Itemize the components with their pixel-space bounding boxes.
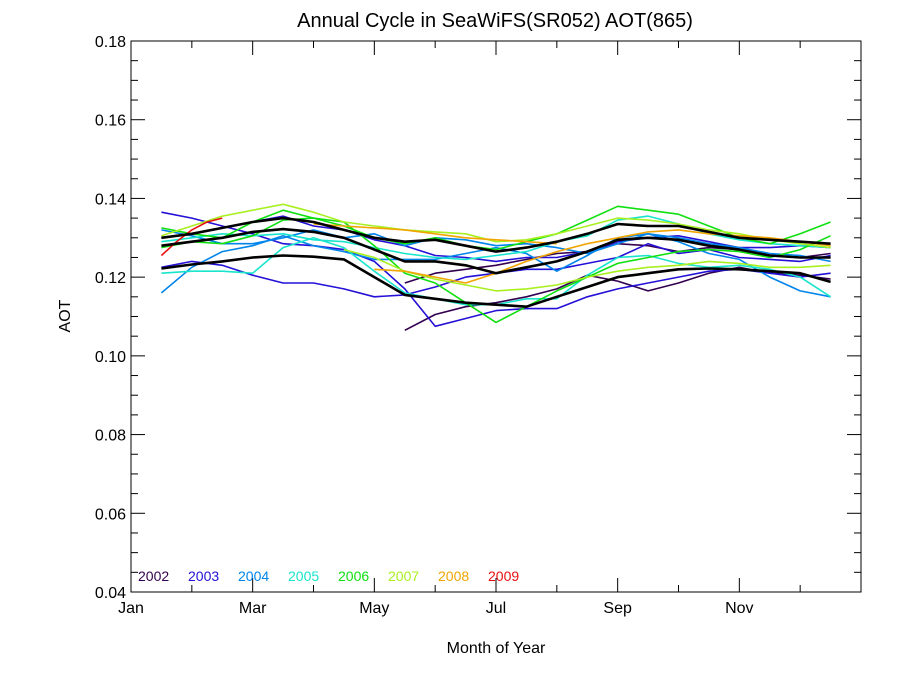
axes: 0.04 0.06 0.08 0.10 0.12 0.14 0.16 0.18 Jan Mar Ma… xyxy=(95,34,861,617)
series-2003-line-3 xyxy=(161,215,831,263)
x-tick-label: Jan xyxy=(118,600,144,617)
legend-item-2005: 2005 xyxy=(288,568,319,584)
x-tick-label: Jul xyxy=(486,600,506,617)
series-2006-line-2 xyxy=(161,205,831,251)
series-2005-line-2 xyxy=(161,215,831,261)
series-2009-line-1 xyxy=(160,217,223,257)
series-2007-line-1 xyxy=(161,203,831,249)
legend-item-2004: 2004 xyxy=(238,568,269,584)
series-2008-line-2 xyxy=(313,223,557,245)
series-mean-line-3 xyxy=(161,216,831,253)
legend-item-2006: 2006 xyxy=(338,568,369,584)
plot-area xyxy=(160,203,832,332)
x-axis-title: Month of Year xyxy=(447,640,546,657)
x-tick-label: May xyxy=(359,600,389,617)
x-tick-label: Sep xyxy=(603,600,632,617)
y-tick-label: 0.14 xyxy=(95,191,126,208)
y-tick-label: 0.08 xyxy=(95,428,126,445)
series-2007-line-2 xyxy=(343,248,831,292)
y-tick-label: 0.06 xyxy=(95,506,126,523)
legend: 2002 2003 2004 2005 2006 2007 2008 2009 xyxy=(138,568,519,584)
y-tick-label: 0.04 xyxy=(95,585,126,602)
legend-item-2008: 2008 xyxy=(438,568,469,584)
y-tick-label: 0.16 xyxy=(95,113,126,130)
legend-item-2002: 2002 xyxy=(138,568,169,584)
legend-item-2009: 2009 xyxy=(488,568,519,584)
legend-item-2003: 2003 xyxy=(188,568,219,584)
series-mean-line-1 xyxy=(161,254,831,309)
x-tick-label: Mar xyxy=(239,600,267,617)
y-axis-title: AOT xyxy=(57,299,74,332)
x-tick-label: Nov xyxy=(725,600,753,617)
y-tick-label: 0.10 xyxy=(95,349,126,366)
series-mean-line-2 xyxy=(161,227,831,275)
series-2004-line-2 xyxy=(161,229,831,263)
chart-title: Annual Cycle in SeaWiFS(SR052) AOT(865) xyxy=(297,10,693,32)
y-tick-label: 0.18 xyxy=(95,34,126,51)
series-2006-line-1 xyxy=(161,217,831,324)
series-2008-line-1 xyxy=(374,229,831,284)
legend-item-2007: 2007 xyxy=(388,568,419,584)
y-tick-label: 0.12 xyxy=(95,270,126,287)
